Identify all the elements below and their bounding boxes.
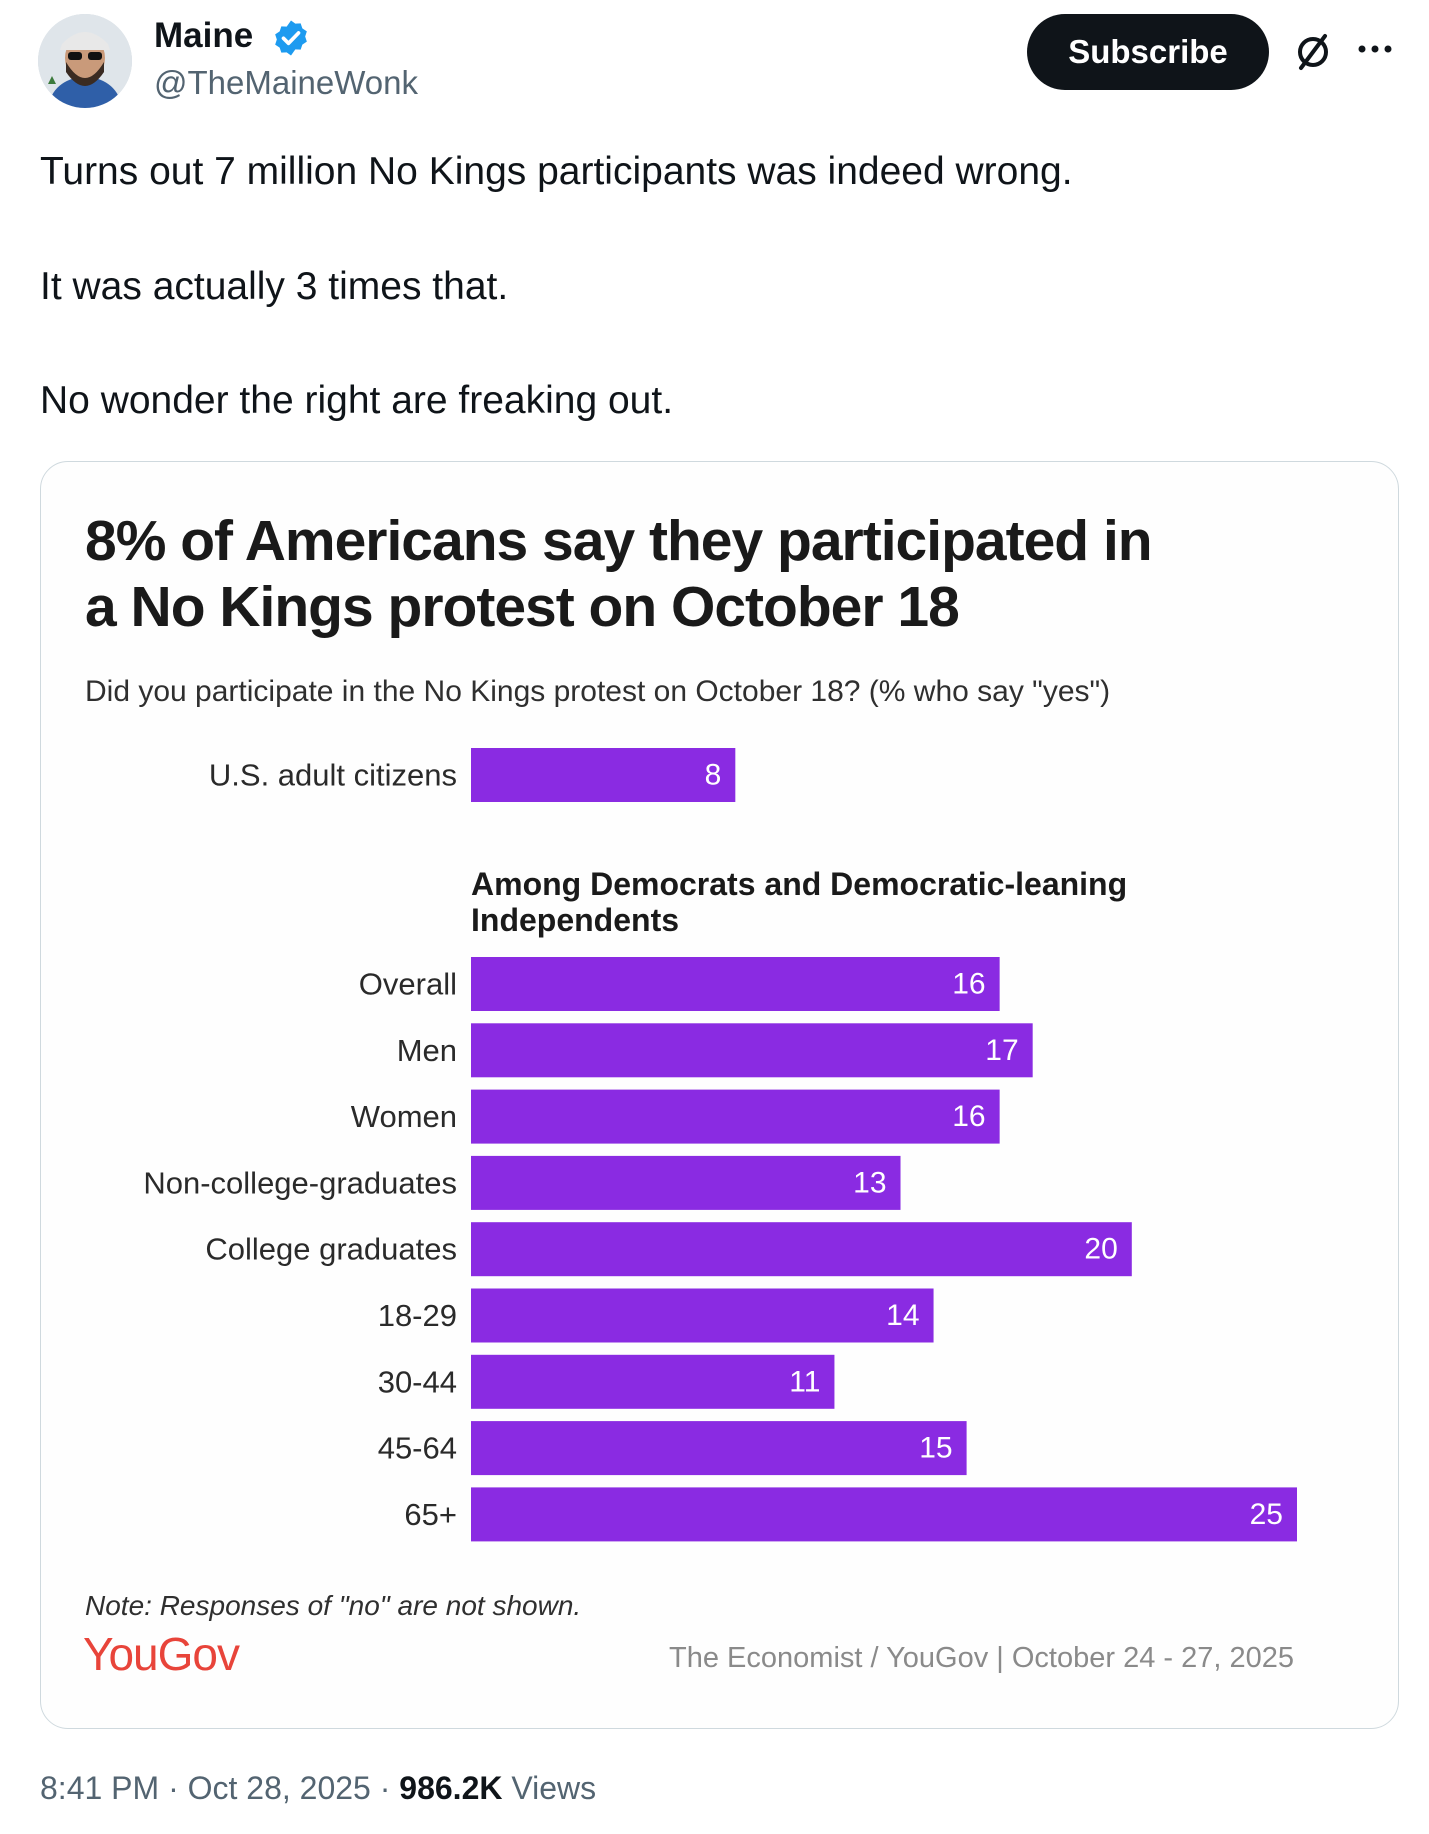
section-heading-line: Among Democrats and Democratic-leaning	[471, 866, 1128, 902]
data-label: 16	[952, 1100, 985, 1133]
more-options-icon[interactable]	[1355, 34, 1395, 64]
category-label: 65+	[404, 1497, 457, 1532]
data-label: 15	[919, 1432, 952, 1465]
bar-college-graduates	[471, 1222, 1132, 1277]
chart-source: The Economist / YouGov | October 24 - 27…	[669, 1642, 1294, 1674]
tweet-text-line: Turns out 7 million No Kings participant…	[40, 150, 1073, 193]
chart-title-line: a No Kings protest on October 18	[85, 575, 960, 639]
bar-18-29	[471, 1288, 934, 1343]
subscribe-button[interactable]: Subscribe	[1027, 14, 1269, 90]
tweet-text-line: No wonder the right are freaking out.	[40, 379, 674, 422]
views-count: 986.2K	[399, 1770, 503, 1806]
tweet-meta: 8:41 PM · Oct 28, 2025 · 986.2K Views	[40, 1770, 596, 1807]
bar-chart: U.S. adult citizens 8 Overall 16 Men 17 Women 1…	[143, 748, 1297, 1542]
separator: ·	[168, 1770, 179, 1806]
bar-overall	[471, 957, 1000, 1011]
tweet-time[interactable]: 8:41 PM	[40, 1770, 160, 1806]
category-label: 18-29	[378, 1298, 457, 1333]
data-label: 13	[853, 1166, 886, 1199]
author-name[interactable]: Maine	[154, 16, 254, 55]
category-label: Overall	[359, 967, 457, 1002]
bar-us-adult-citizens	[471, 748, 736, 802]
bar-30-44	[471, 1354, 835, 1409]
category-label: 30-44	[378, 1364, 457, 1399]
avatar[interactable]	[38, 14, 132, 108]
bar-women	[471, 1089, 1000, 1144]
chart-note: Note: Responses of "no" are not shown.	[85, 1590, 582, 1621]
data-label: 17	[985, 1034, 1018, 1067]
avatar-image	[38, 14, 132, 108]
data-label: 14	[886, 1299, 919, 1332]
category-label: Women	[351, 1099, 457, 1134]
media-card[interactable]: 8% of Americans say they participated in…	[40, 461, 1399, 1729]
category-label: Men	[397, 1033, 457, 1068]
chart-title: 8% of Americans say they participated in…	[85, 508, 1153, 640]
category-label: 45-64	[378, 1431, 457, 1466]
bar-45-64	[471, 1421, 967, 1476]
category-label: U.S. adult citizens	[209, 758, 457, 793]
bar-non-college-graduates	[471, 1155, 901, 1210]
data-label: 8	[705, 759, 722, 792]
data-label: 20	[1084, 1233, 1117, 1266]
chart-title-line: 8% of Americans say they participated in	[85, 509, 1153, 573]
chart-subtitle: Did you participate in the No Kings prot…	[85, 675, 1111, 708]
yougov-logo: YouGov	[83, 1628, 240, 1680]
category-label: Non-college-graduates	[143, 1165, 457, 1200]
tweet-date[interactable]: Oct 28, 2025	[187, 1770, 371, 1806]
category-label: College graduates	[205, 1232, 457, 1267]
author-handle[interactable]: @TheMaineWonk	[154, 64, 418, 101]
section-heading-line: Independents	[471, 902, 680, 938]
tweet-text-line: It was actually 3 times that.	[40, 265, 509, 308]
separator: ·	[379, 1770, 391, 1806]
data-label: 16	[952, 968, 985, 1001]
views-label: Views	[511, 1770, 597, 1806]
data-label: 25	[1250, 1498, 1283, 1531]
grok-icon[interactable]	[1291, 30, 1335, 74]
chart-section-heading: Among Democrats and Democratic-leaning I…	[471, 866, 1127, 938]
bar-65	[471, 1487, 1297, 1542]
verified-badge-icon	[275, 20, 307, 56]
data-label: 11	[789, 1365, 820, 1398]
bar-men	[471, 1023, 1033, 1078]
